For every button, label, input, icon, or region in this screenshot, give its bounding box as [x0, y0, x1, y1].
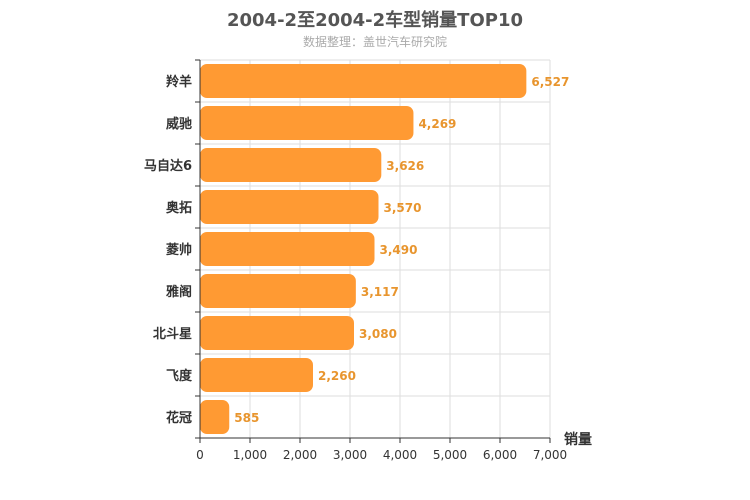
data-label: 6,527 — [531, 75, 569, 89]
bar — [200, 148, 382, 182]
category-label: 马自达6 — [144, 158, 192, 174]
bar — [200, 400, 230, 434]
category-label: 威驰 — [166, 116, 192, 132]
bar — [200, 64, 527, 98]
axes: 0 1,000 2,000 3,000 4,000 5,000 6,000 7,000 羚羊威驰… — [144, 59, 567, 462]
x-tick-label: 0 — [196, 448, 204, 462]
bar — [200, 106, 414, 140]
category-label: 奥拓 — [166, 200, 192, 216]
category-label: 飞度 — [166, 368, 193, 384]
data-label: 4,269 — [418, 117, 456, 131]
category-label: 北斗星 — [153, 327, 192, 342]
bar — [200, 316, 354, 350]
x-axis-title: 销量 — [564, 431, 592, 448]
x-tick-label: 3,000 — [333, 448, 367, 462]
bar — [200, 232, 375, 266]
data-label: 3,117 — [361, 285, 399, 299]
x-tick-label: 2,000 — [283, 448, 317, 462]
x-tick-label: 4,000 — [383, 448, 417, 462]
data-label: 3,626 — [386, 159, 424, 173]
bar — [200, 190, 379, 224]
data-label: 585 — [234, 411, 259, 425]
chart-title: 2004-2至2004-2车型销量TOP10 — [226, 10, 523, 31]
category-label: 羚羊 — [166, 74, 192, 90]
x-tick-label: 7,000 — [533, 448, 567, 462]
category-label: 菱帅 — [166, 242, 192, 258]
data-label: 2,260 — [318, 369, 356, 383]
category-label: 花冠 — [166, 410, 192, 426]
bar — [200, 358, 313, 392]
data-label: 3,570 — [384, 201, 422, 215]
bars: 6,527 4,269 3,626 3,570 3,490 3,117 3,080 2,260… — [200, 64, 569, 434]
x-tick-label: 5,000 — [433, 448, 467, 462]
data-label: 3,490 — [380, 243, 418, 257]
x-tick-label: 1,000 — [233, 448, 267, 462]
chart-subtitle: 数据整理：盖世汽车研究院 — [302, 35, 447, 49]
data-label: 3,080 — [359, 327, 397, 341]
bar — [200, 274, 356, 308]
category-label: 雅阁 — [166, 284, 192, 300]
x-tick-label: 6,000 — [483, 448, 517, 462]
